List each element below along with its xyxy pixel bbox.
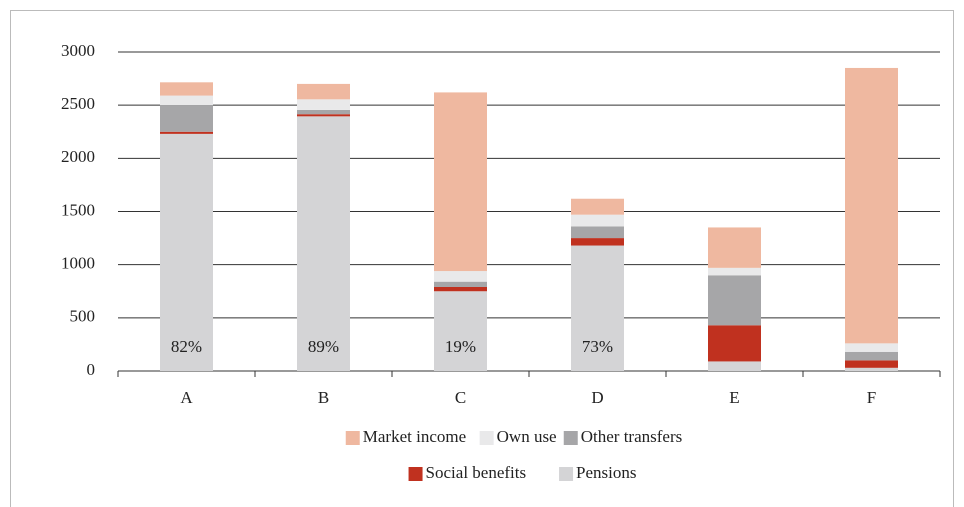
y-tick-label: 2500 xyxy=(61,94,95,113)
bar-segment xyxy=(571,238,624,246)
bar-segment xyxy=(708,325,761,362)
legend-swatch xyxy=(559,467,574,481)
bar-annotation: 19% xyxy=(445,337,476,356)
legend-swatch xyxy=(563,431,578,445)
legend-swatch xyxy=(408,467,423,481)
y-tick-label: 1500 xyxy=(61,200,95,219)
bar-segment xyxy=(708,267,761,276)
bar-segment xyxy=(297,83,350,100)
legend-swatch xyxy=(479,431,494,445)
x-tick-label: E xyxy=(729,388,739,407)
y-tick-label: 2000 xyxy=(61,147,95,166)
bar-segment xyxy=(297,99,350,110)
bar-segment xyxy=(571,214,624,227)
x-tick-label: F xyxy=(867,388,876,407)
x-tick-label: C xyxy=(455,388,466,407)
bar-segment xyxy=(434,291,487,371)
bar-segment xyxy=(160,133,213,371)
y-tick-label: 1000 xyxy=(61,254,95,273)
bar-segment xyxy=(297,116,350,371)
bar-segment xyxy=(571,226,624,239)
bar-segment xyxy=(434,286,487,292)
bar-segment xyxy=(845,360,898,368)
bar-segment xyxy=(845,343,898,352)
bar-segment xyxy=(434,281,487,287)
legend-label: Pensions xyxy=(576,463,636,482)
bar-annotation: 89% xyxy=(308,337,339,356)
y-tick-label: 0 xyxy=(87,360,96,379)
bar-annotation: 73% xyxy=(582,337,613,356)
bar-segment xyxy=(160,95,213,106)
bar-segment xyxy=(160,131,213,134)
bar-segment xyxy=(708,361,761,371)
bar-segment xyxy=(845,351,898,361)
bar-annotation: 82% xyxy=(171,337,202,356)
x-tick-label: D xyxy=(591,388,603,407)
bar-segment xyxy=(571,245,624,371)
y-tick-label: 3000 xyxy=(61,41,95,60)
legend-label: Other transfers xyxy=(581,427,683,446)
bar-segment xyxy=(845,67,898,344)
bar-segment xyxy=(160,105,213,132)
bar-segment xyxy=(845,367,898,371)
legend-label: Market income xyxy=(363,427,466,446)
x-tick-label: B xyxy=(318,388,329,407)
y-tick-label: 500 xyxy=(70,307,96,326)
legend-label: Own use xyxy=(497,427,557,446)
bar-segment xyxy=(708,227,761,268)
x-tick-label: A xyxy=(180,388,193,407)
legend-label: Social benefits xyxy=(426,463,527,482)
bar-segment xyxy=(160,82,213,96)
bar-segment xyxy=(297,109,350,115)
bar-segment xyxy=(571,198,624,215)
bar-segment xyxy=(708,275,761,326)
legend-swatch xyxy=(345,431,360,445)
chart-frame xyxy=(10,10,954,507)
bar-segment xyxy=(434,92,487,272)
bar-segment xyxy=(297,114,350,117)
bar-segment xyxy=(434,271,487,282)
